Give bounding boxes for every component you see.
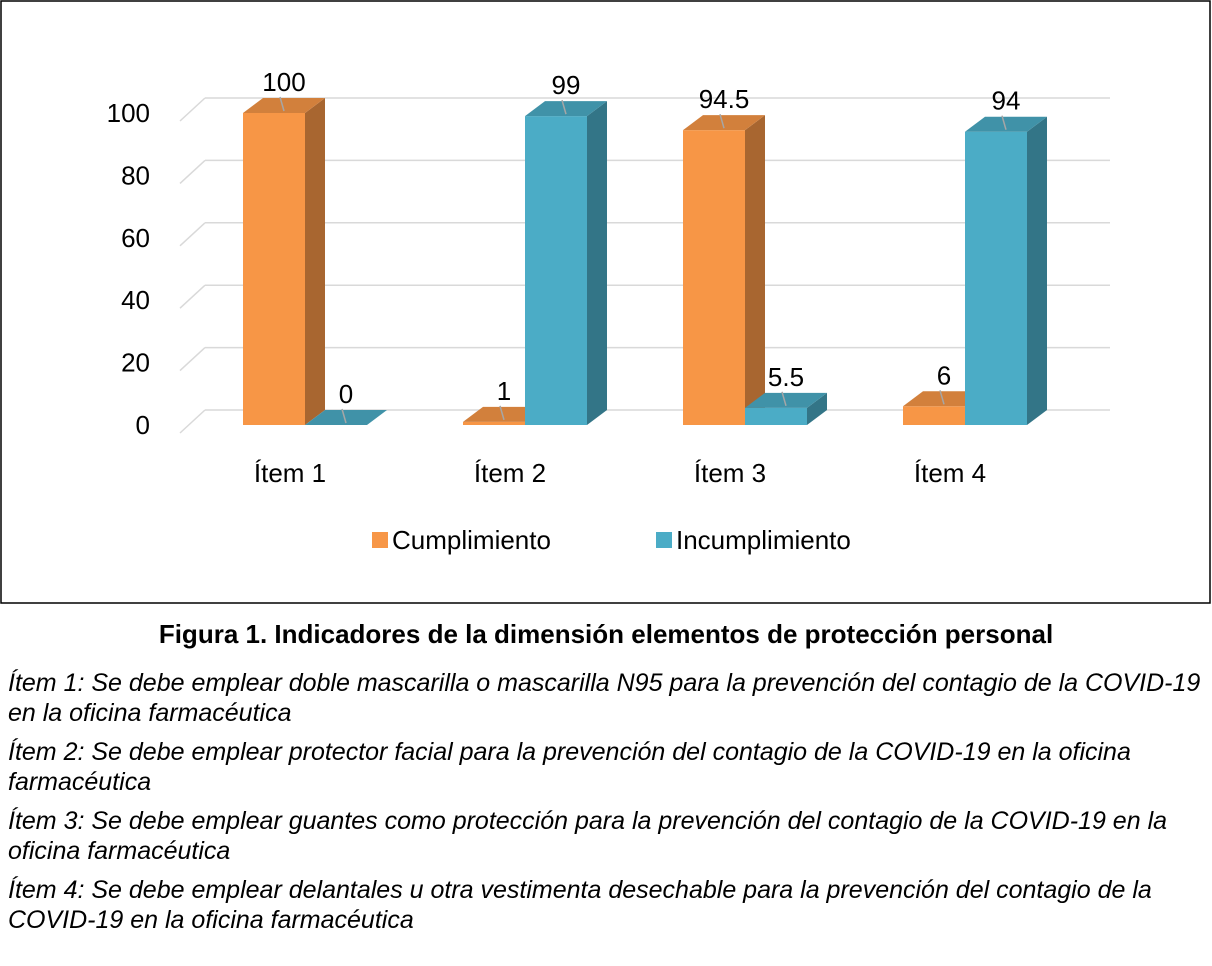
chart: 0 20 40 60 80 100 Ítem 1 100 0 Ítem 2 1 99 Ítem 3 94.… <box>0 0 1211 604</box>
bar-side <box>745 115 765 425</box>
note: Ítem 3: Se debe emplear guantes como pro… <box>8 807 1168 865</box>
grid-line <box>179 347 206 372</box>
label-leader <box>499 405 505 421</box>
bar-top <box>525 101 607 117</box>
data-label: 6 <box>937 360 951 390</box>
y-tick-label: 60 <box>121 223 150 253</box>
label-leader <box>561 99 567 115</box>
bar-top <box>683 115 765 131</box>
legend-swatch <box>372 532 388 548</box>
bar-top <box>243 98 325 113</box>
bar <box>463 421 525 425</box>
label-leader <box>341 408 347 424</box>
data-label: 100 <box>262 67 305 97</box>
chart-border <box>0 0 1211 604</box>
x-tick-label: Ítem 2 <box>474 458 546 488</box>
legend-label: Cumplimiento <box>392 525 551 555</box>
grid-line <box>179 284 206 309</box>
y-tick-label: 20 <box>121 348 150 378</box>
bar <box>903 406 965 425</box>
bar-top <box>965 116 1047 132</box>
bar <box>745 407 807 425</box>
y-tick-label: 40 <box>121 285 150 315</box>
bar-top <box>903 391 985 407</box>
data-label: 94.5 <box>699 84 750 114</box>
data-label: 1 <box>497 376 511 406</box>
bar-side <box>305 98 325 425</box>
x-tick-label: Ítem 4 <box>914 458 986 488</box>
bar <box>965 131 1027 425</box>
figure-caption: Figura 1. Indicadores de la dimensión el… <box>158 619 1054 649</box>
bar-side <box>1027 116 1047 425</box>
label-leader <box>279 96 285 112</box>
bar <box>683 130 745 425</box>
data-label: 5.5 <box>768 362 804 392</box>
x-tick-label: Ítem 3 <box>694 458 766 488</box>
notes: Ítem 1: Se debe emplear doble mascarilla… <box>8 668 1204 935</box>
bar-side <box>587 101 607 426</box>
bar <box>525 116 587 426</box>
note: Ítem 4: Se debe emplear delantales u otr… <box>8 876 1152 934</box>
label-leader <box>1001 115 1007 130</box>
label-leader <box>939 390 945 405</box>
grid-line <box>179 159 206 184</box>
bar <box>243 113 305 425</box>
grid-line <box>179 222 206 247</box>
data-label: 94 <box>992 86 1021 116</box>
y-tick-label: 80 <box>121 160 150 190</box>
legend-swatch <box>656 532 672 548</box>
y-tick-label: 0 <box>136 410 150 440</box>
data-label: 99 <box>552 70 581 100</box>
note: Ítem 2: Se debe emplear protector facial… <box>8 738 1131 796</box>
bar-top <box>463 406 545 422</box>
data-label: 0 <box>339 379 353 409</box>
bar-side <box>807 392 827 425</box>
legend-label: Incumplimiento <box>676 525 851 555</box>
note: Ítem 1: Se debe emplear doble mascarilla… <box>8 669 1201 727</box>
label-leader <box>719 113 725 129</box>
bar-top <box>745 392 827 408</box>
grid-line <box>179 97 206 122</box>
grid-line <box>179 409 206 434</box>
y-tick-label: 100 <box>107 98 150 128</box>
x-tick-label: Ítem 1 <box>254 458 326 488</box>
label-leader <box>781 391 787 407</box>
bar-top <box>305 410 387 425</box>
